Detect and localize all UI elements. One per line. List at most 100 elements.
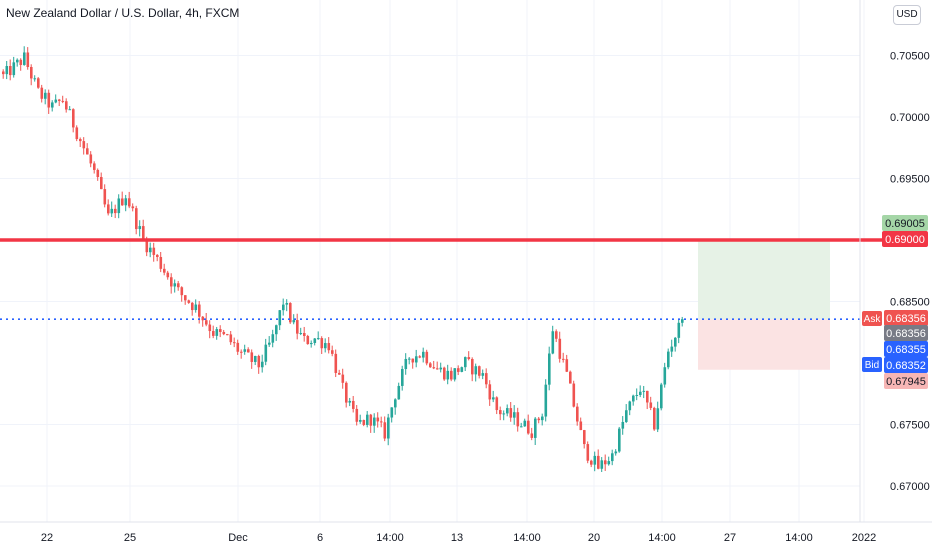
candle-body	[366, 414, 369, 425]
candle-body	[355, 408, 359, 422]
candle-body	[159, 256, 163, 269]
svg-text:0.68355: 0.68355	[886, 344, 926, 356]
candle-body	[425, 351, 429, 364]
candle-body	[138, 226, 142, 230]
x-tick-label: 2022	[852, 532, 876, 544]
svg-text:0.68356: 0.68356	[886, 313, 926, 325]
candle-body	[352, 400, 355, 409]
x-tick-label: 14:00	[513, 532, 541, 544]
candle-body	[639, 391, 642, 395]
candle-body	[149, 247, 152, 253]
candle-body	[173, 283, 177, 287]
x-tick-label: 6	[317, 532, 323, 544]
candle-body	[65, 101, 68, 110]
candle-body	[474, 366, 478, 375]
candle-body	[145, 238, 149, 253]
candle-body	[194, 304, 198, 311]
candle-body	[660, 384, 663, 409]
candle-body	[107, 204, 110, 214]
candle-body	[205, 320, 208, 325]
candle-body	[306, 335, 310, 345]
candle-body	[436, 368, 439, 370]
svg-text:0.69005: 0.69005	[885, 218, 925, 230]
candle-body	[551, 331, 555, 354]
x-tick-label: 14:00	[648, 532, 676, 544]
candle-body	[30, 67, 33, 79]
last-price-tag: 0.68356	[884, 325, 928, 341]
candle-body	[338, 372, 341, 375]
candle-body	[100, 177, 103, 190]
candle-body	[387, 417, 390, 439]
candle-body	[362, 419, 366, 425]
candle-body	[541, 416, 544, 421]
candle-body	[96, 169, 100, 178]
candle-body	[5, 66, 9, 75]
price-axis[interactable]: 0.70500 0.70000 0.69500 0.68500 0.67500 0.670…	[890, 51, 930, 494]
candle-body	[229, 334, 233, 343]
svg-text:0.68356: 0.68356	[886, 328, 926, 340]
candle-body	[68, 109, 72, 111]
candle-body	[19, 59, 23, 65]
candle-body	[89, 154, 93, 164]
x-tick-label: 14:00	[376, 532, 404, 544]
svg-text:0.67945: 0.67945	[886, 376, 926, 388]
candle-body	[303, 333, 306, 336]
candle-body	[422, 351, 425, 358]
candle-body	[114, 208, 117, 214]
candle-body	[40, 87, 44, 99]
candle-body	[222, 331, 226, 335]
candle-body	[677, 322, 681, 338]
currency-button[interactable]: USD	[893, 5, 921, 25]
candle-body	[198, 304, 201, 317]
candle-body	[226, 334, 229, 336]
candle-body	[614, 451, 618, 454]
candle-body	[516, 412, 520, 427]
candle-body	[667, 351, 670, 368]
candle-body	[464, 357, 467, 368]
candle-body	[565, 359, 569, 372]
candle-body	[656, 408, 660, 430]
time-axis[interactable]: 22 25 Dec 6 14:00 13 14:00 20 14:00 27 14:00 2022	[41, 532, 876, 544]
candle-body	[110, 208, 114, 214]
candle-body	[236, 342, 240, 352]
candle-body	[513, 412, 516, 418]
candle-body	[72, 109, 75, 128]
candle-body	[583, 430, 586, 445]
candle-body	[313, 338, 317, 343]
candle-body	[453, 368, 457, 380]
candle-body	[499, 410, 502, 415]
candle-body	[520, 426, 523, 428]
candle-body	[509, 408, 513, 418]
candle-body	[502, 413, 506, 415]
x-tick-label: Dec	[228, 532, 248, 544]
candle-body	[33, 78, 37, 80]
candle-body	[450, 370, 453, 380]
candle-body	[600, 460, 604, 469]
candle-body	[152, 247, 156, 255]
x-tick-label: 22	[41, 532, 53, 544]
candle-body	[642, 390, 646, 392]
candle-body	[530, 433, 534, 438]
candle-body	[257, 355, 261, 368]
candle-body	[345, 382, 348, 403]
profit-zone	[698, 239, 830, 320]
candle-body	[439, 367, 443, 370]
candle-body	[558, 338, 562, 359]
candle-body	[460, 367, 464, 372]
candle-body	[233, 342, 236, 344]
candle-body	[79, 139, 82, 142]
candle-body	[443, 367, 446, 380]
candle-body	[299, 333, 303, 335]
candle-body	[415, 356, 418, 363]
candle-body	[576, 406, 579, 422]
candle-body	[156, 254, 159, 257]
candle-body	[646, 390, 649, 403]
candle-body	[404, 358, 408, 370]
candle-body	[247, 349, 250, 353]
candle-body	[12, 62, 16, 76]
candle-body	[380, 421, 383, 423]
candle-body	[254, 355, 257, 362]
candle-body	[527, 420, 530, 434]
candle-body	[604, 460, 607, 465]
